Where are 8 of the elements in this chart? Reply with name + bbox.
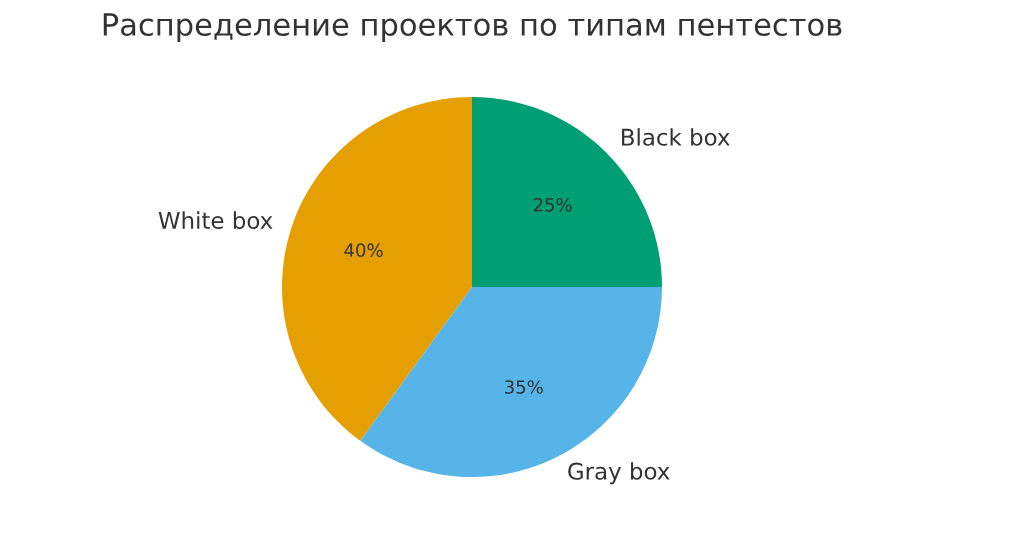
chart-title: Распределение проектов по типам пентестов [103, 13, 842, 42]
data-label: 40% [344, 243, 383, 258]
slice-label: White box [158, 211, 273, 230]
pie-slice [282, 97, 472, 441]
slice-label: Black box [622, 128, 730, 146]
slice-label: Gray box [568, 462, 670, 485]
data-label: 35% [505, 380, 543, 394]
data-label: 25% [533, 197, 572, 212]
